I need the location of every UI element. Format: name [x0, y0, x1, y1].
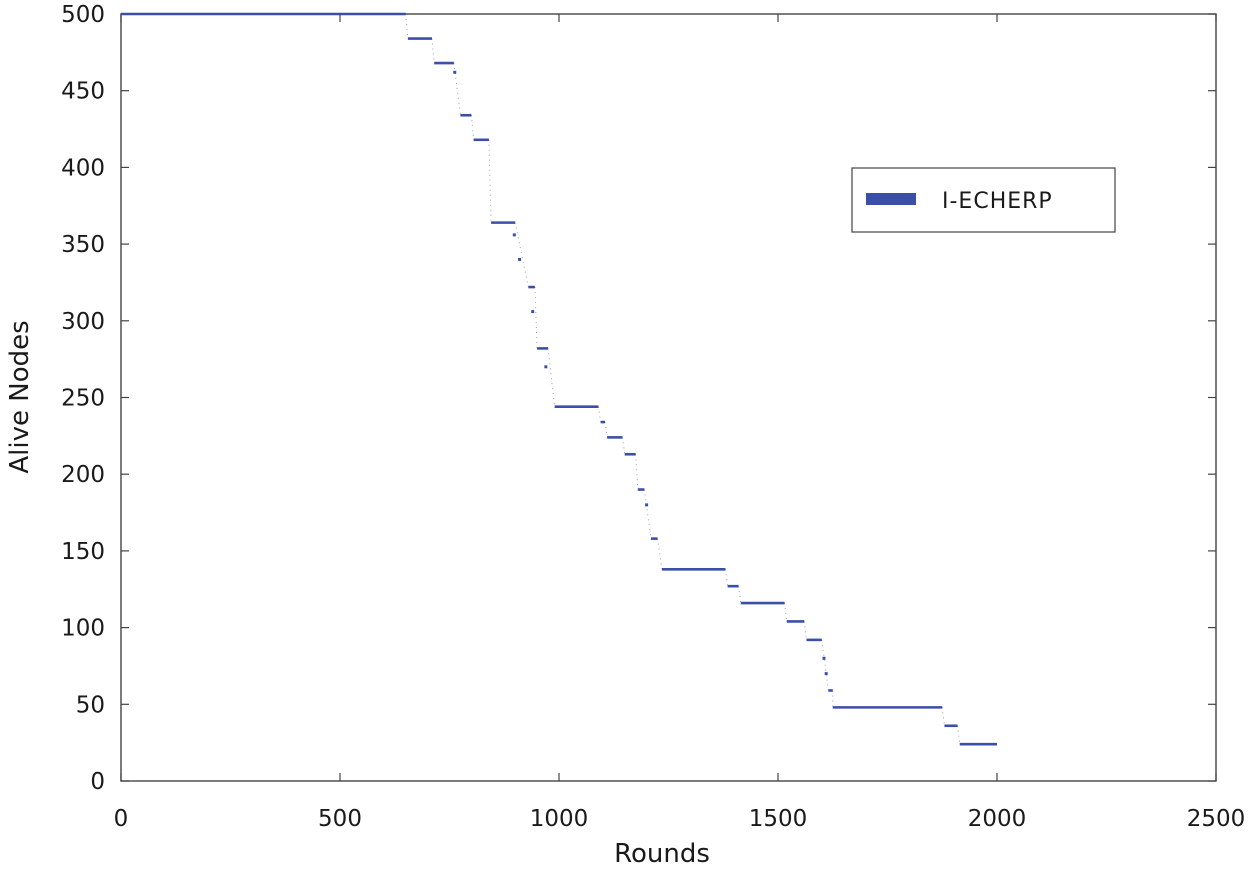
y-tick-label: 250 [61, 386, 105, 412]
series-connector [488, 139, 492, 223]
y-tick-label: 50 [76, 692, 105, 718]
series-connector [821, 639, 829, 691]
series-point [531, 310, 535, 314]
legend: I-ECHERP [851, 167, 1116, 233]
series-connector [957, 725, 961, 745]
legend-swatch [866, 193, 916, 205]
x-tick-label: 2000 [968, 806, 1027, 832]
x-tick-label: 2500 [1187, 806, 1246, 832]
series-connector [470, 115, 475, 140]
series-connector [547, 348, 556, 407]
y-tick-label: 0 [90, 769, 105, 795]
series-connector [738, 586, 742, 604]
x-tick-label: 1000 [530, 806, 589, 832]
y-tick-label: 500 [61, 2, 105, 28]
series-connector [534, 287, 538, 349]
y-axis-title: Alive Nodes [5, 320, 35, 473]
series-point [822, 656, 826, 660]
series-connector [657, 538, 663, 570]
x-axis-ticks: 0 500 1000 1500 2000 2500 [114, 14, 1246, 832]
series-connector [803, 621, 807, 640]
y-tick-label: 350 [61, 232, 105, 258]
legend-label: I-ECHERP [942, 189, 1053, 214]
series-connector [514, 222, 529, 288]
series-point [645, 503, 649, 507]
y-tick-label: 450 [61, 79, 105, 105]
y-tick-label: 100 [61, 616, 105, 642]
y-axis-ticks: 0 50 100 150 200 250 300 350 400 450 500 [61, 2, 1216, 795]
series-point [824, 672, 828, 676]
series-i-echerp [121, 12, 997, 746]
x-tick-label: 1500 [749, 806, 808, 832]
series-connector [643, 489, 652, 539]
x-tick-label: 500 [318, 806, 362, 832]
x-axis-title: Rounds [614, 839, 710, 869]
series-connector [941, 707, 945, 726]
series-point [544, 365, 548, 369]
y-tick-label: 400 [61, 155, 105, 181]
series-connector [622, 437, 626, 455]
series-connector [405, 13, 409, 39]
plot-frame [120, 13, 1217, 782]
y-tick-label: 300 [61, 309, 105, 335]
y-tick-label: 150 [61, 539, 105, 565]
series-connector [784, 602, 788, 622]
series-point [512, 233, 516, 237]
series-connector [724, 569, 729, 587]
x-tick-label: 0 [114, 806, 129, 832]
y-tick-label: 200 [61, 462, 105, 488]
series-point [518, 257, 522, 261]
series-connector [604, 421, 608, 438]
series-connector [431, 38, 435, 64]
series-point [453, 70, 457, 74]
series-connector [597, 406, 602, 423]
series-connector [635, 454, 639, 490]
